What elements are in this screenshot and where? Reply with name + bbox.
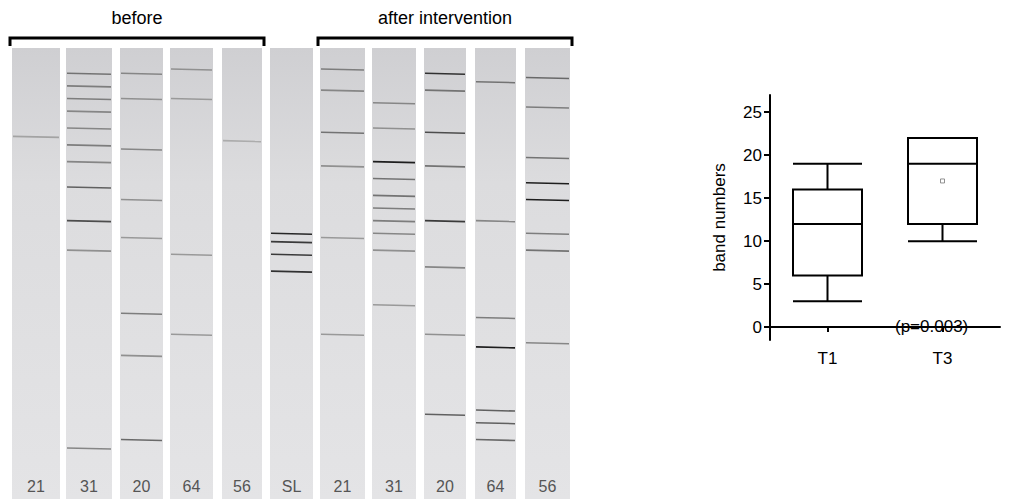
svg-text:10: 10 — [743, 232, 762, 251]
svg-text:20: 20 — [743, 146, 762, 165]
svg-text:64: 64 — [487, 478, 505, 495]
svg-text:31: 31 — [80, 478, 98, 495]
svg-text:56: 56 — [539, 478, 557, 495]
svg-text:31: 31 — [385, 478, 403, 495]
svg-text:(p=0.003): (p=0.003) — [895, 317, 969, 336]
svg-text:0: 0 — [753, 318, 762, 337]
svg-text:15: 15 — [743, 189, 762, 208]
svg-text:21: 21 — [27, 478, 45, 495]
svg-text:64: 64 — [183, 478, 201, 495]
svg-text:T1: T1 — [818, 349, 838, 368]
svg-text:21: 21 — [334, 478, 352, 495]
svg-text:5: 5 — [753, 275, 762, 294]
svg-text:25: 25 — [743, 103, 762, 122]
svg-text:20: 20 — [436, 478, 454, 495]
svg-text:56: 56 — [233, 478, 251, 495]
svg-text:20: 20 — [133, 478, 151, 495]
svg-text:SL: SL — [282, 478, 302, 495]
svg-text:before: before — [111, 8, 162, 28]
svg-text:after intervention: after intervention — [378, 8, 512, 28]
svg-text:band numbers: band numbers — [710, 163, 729, 272]
svg-text:T3: T3 — [933, 349, 953, 368]
